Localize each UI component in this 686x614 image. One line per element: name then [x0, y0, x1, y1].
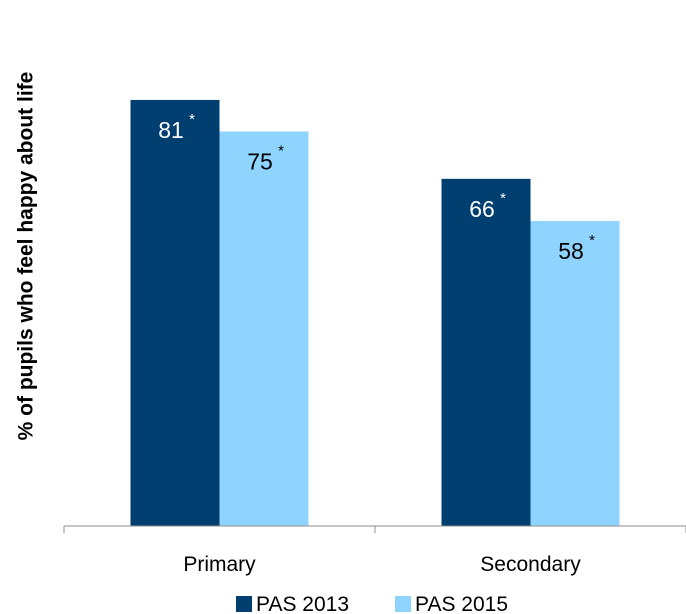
- legend-swatch-pas-2013: [236, 596, 252, 612]
- data-label-pas-2015-primary: 75: [247, 149, 273, 175]
- y-axis-label-group: % of pupils who feel happy about life: [15, 72, 38, 441]
- bar-pas-2015-secondary: [530, 220, 620, 527]
- data-label-pas-2015-secondary: 58: [558, 238, 584, 264]
- y-axis-label: % of pupils who feel happy about life: [15, 72, 38, 441]
- legend-swatch-pas-2015: [395, 596, 411, 612]
- bar-pas-2015-primary: [219, 131, 309, 526]
- significance-mark-pas-2015-primary: *: [278, 143, 284, 160]
- x-tick-label-primary: Primary: [183, 553, 256, 576]
- x-axis: Primary Secondary: [63, 525, 686, 576]
- legend: PAS 2013 PAS 2015: [236, 593, 508, 614]
- data-label-pas-2013-secondary: 66: [469, 196, 495, 222]
- significance-mark-pas-2013-primary: *: [189, 111, 195, 128]
- significance-mark-pas-2015-secondary: *: [589, 232, 595, 249]
- legend-label-pas-2013: PAS 2013: [256, 593, 349, 614]
- legend-label-pas-2015: PAS 2015: [415, 593, 508, 614]
- bars-layer: 81 * 75 * 66 * 58 *: [130, 99, 620, 527]
- data-label-pas-2013-primary: 81: [158, 117, 184, 143]
- bar-pas-2013-secondary: [441, 178, 531, 526]
- x-tick-label-secondary: Secondary: [480, 553, 581, 576]
- bar-pas-2013-primary: [130, 99, 220, 526]
- significance-mark-pas-2013-secondary: *: [500, 190, 506, 207]
